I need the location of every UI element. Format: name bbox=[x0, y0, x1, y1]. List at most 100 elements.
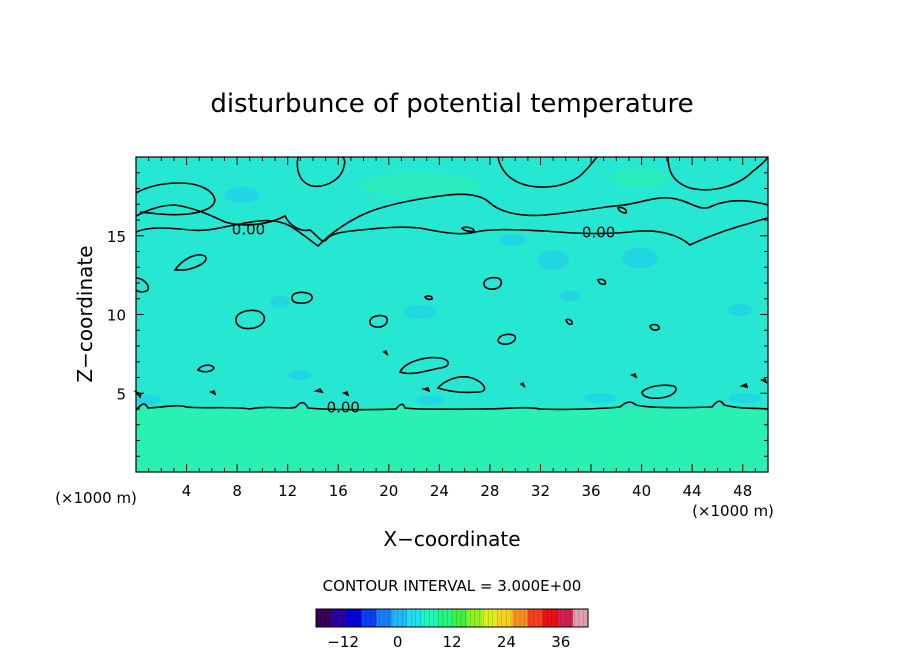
colorbar-swatch bbox=[512, 609, 529, 627]
cool-patch bbox=[270, 296, 290, 308]
colorbar-swatch bbox=[542, 609, 559, 627]
plot-frame bbox=[135, 156, 769, 473]
colorbar-swatch bbox=[482, 609, 498, 627]
y-axis-label: Z−coordinate bbox=[73, 245, 97, 382]
contour-closed bbox=[597, 278, 607, 286]
colorbar-tick-label: 24 bbox=[497, 633, 516, 651]
colorbar-frame bbox=[315, 608, 589, 628]
contour-top-a bbox=[296, 156, 346, 188]
colorbar-tick-labels: −12 0 12 24 36 bbox=[327, 633, 570, 651]
colorbar-swatch bbox=[497, 609, 513, 627]
x-tick-labels: 4 8 12 16 20 24 28 32 36 40 44 48 bbox=[182, 482, 752, 500]
x-unit-label: (×1000 m) bbox=[692, 502, 774, 520]
colorbar bbox=[315, 608, 589, 628]
contour-lines bbox=[133, 156, 769, 411]
contour-closed bbox=[196, 364, 215, 373]
contour-zero-main bbox=[135, 204, 769, 246]
contour-closed bbox=[617, 206, 628, 214]
cool-patch bbox=[404, 305, 436, 319]
contour-small-dot bbox=[382, 349, 389, 356]
cool-patch bbox=[416, 395, 444, 405]
y-tick-labels: 5 10 15 bbox=[107, 228, 126, 404]
warm-patch bbox=[610, 168, 670, 188]
contour-closed bbox=[369, 314, 389, 328]
cool-patch bbox=[288, 370, 312, 380]
contour-closed bbox=[235, 309, 266, 330]
x-tick-label: 32 bbox=[531, 482, 550, 500]
y-tick-label: 10 bbox=[107, 307, 126, 325]
warm-patch bbox=[360, 173, 480, 197]
contour-labels: 0.00 0.00 0.00 bbox=[232, 220, 616, 416]
cool-patch bbox=[138, 395, 162, 405]
cool-patch bbox=[728, 304, 752, 316]
colorbar-swatch bbox=[391, 609, 408, 627]
chart-title: disturbunce of potential temperature bbox=[210, 89, 693, 119]
y-tick-label: 5 bbox=[116, 385, 126, 403]
colorbar-tick-label: 0 bbox=[393, 633, 403, 651]
contour-closed bbox=[565, 318, 573, 326]
contour-top-b bbox=[497, 156, 598, 188]
contour-closed bbox=[135, 277, 150, 293]
cool-patch bbox=[498, 234, 526, 246]
x-tick-label: 40 bbox=[632, 482, 651, 500]
contour-label: 0.00 bbox=[327, 398, 360, 416]
x-tick-label: 36 bbox=[581, 482, 600, 500]
colorbar-swatch bbox=[467, 609, 483, 627]
contour-top-c bbox=[667, 156, 769, 191]
colorbar-swatch bbox=[436, 609, 453, 627]
colorbar-swatch bbox=[331, 609, 347, 627]
field-patches bbox=[138, 187, 761, 405]
x-axis-label: X−coordinate bbox=[383, 527, 520, 551]
contour-closed bbox=[497, 333, 517, 345]
contour-closed bbox=[436, 375, 486, 394]
x-tick-label: 48 bbox=[733, 482, 752, 500]
contour-label: 0.00 bbox=[582, 224, 615, 242]
contour-small-dot bbox=[341, 390, 350, 397]
x-tick-label: 20 bbox=[379, 482, 398, 500]
lower-layer-field bbox=[136, 407, 768, 472]
y-unit-label: (×1000 m) bbox=[55, 489, 137, 507]
colorbar-tick-label: 36 bbox=[551, 633, 570, 651]
x-tick-label: 24 bbox=[430, 482, 449, 500]
x-tick-label: 4 bbox=[182, 482, 192, 500]
contour-interval-text: CONTOUR INTERVAL = 3.000E+00 bbox=[323, 577, 582, 595]
y-tick-label: 15 bbox=[107, 228, 126, 246]
cool-patch bbox=[537, 250, 569, 270]
x-tick-label: 12 bbox=[278, 482, 297, 500]
contour-closed bbox=[291, 291, 313, 304]
contour-closed bbox=[641, 384, 677, 399]
contour-small-dot bbox=[519, 381, 526, 388]
cool-patch bbox=[560, 291, 580, 301]
contour-small-dot bbox=[759, 377, 768, 384]
x-tick-label: 28 bbox=[480, 482, 499, 500]
colorbar-swatch bbox=[376, 609, 393, 627]
contour-small-dot bbox=[208, 389, 217, 396]
colorbar-swatch bbox=[557, 609, 574, 627]
contour-label: 0.00 bbox=[232, 220, 265, 238]
x-tick-label: 16 bbox=[329, 482, 348, 500]
cool-patch bbox=[622, 248, 658, 268]
cool-patch bbox=[584, 393, 616, 403]
colorbar-swatch bbox=[361, 609, 377, 627]
colorbar-swatch bbox=[452, 609, 468, 627]
contour-small-dot bbox=[629, 372, 638, 379]
field-patches-warm bbox=[360, 168, 670, 197]
cool-patch bbox=[224, 187, 260, 203]
x-tick-label: 44 bbox=[683, 482, 702, 500]
contour-small-dot bbox=[313, 387, 324, 394]
contour-closed bbox=[423, 295, 433, 301]
contour-closed bbox=[483, 276, 503, 290]
axis-ticks bbox=[136, 157, 768, 472]
contour-small-dot bbox=[421, 387, 431, 393]
colorbar-swatch bbox=[316, 609, 332, 627]
contour-small-dot bbox=[739, 382, 749, 389]
colorbar-swatch bbox=[527, 609, 544, 627]
cool-patch bbox=[729, 393, 761, 403]
contour-lower bbox=[135, 400, 769, 411]
colorbar-swatch bbox=[346, 609, 362, 627]
contour-zero-upper-a bbox=[135, 182, 216, 216]
contour-closed bbox=[649, 323, 660, 331]
colorbar-tick-label: −12 bbox=[327, 633, 359, 651]
plot-area: 0.00 0.00 0.00 bbox=[133, 156, 769, 473]
colorbar-swatch bbox=[572, 609, 589, 627]
